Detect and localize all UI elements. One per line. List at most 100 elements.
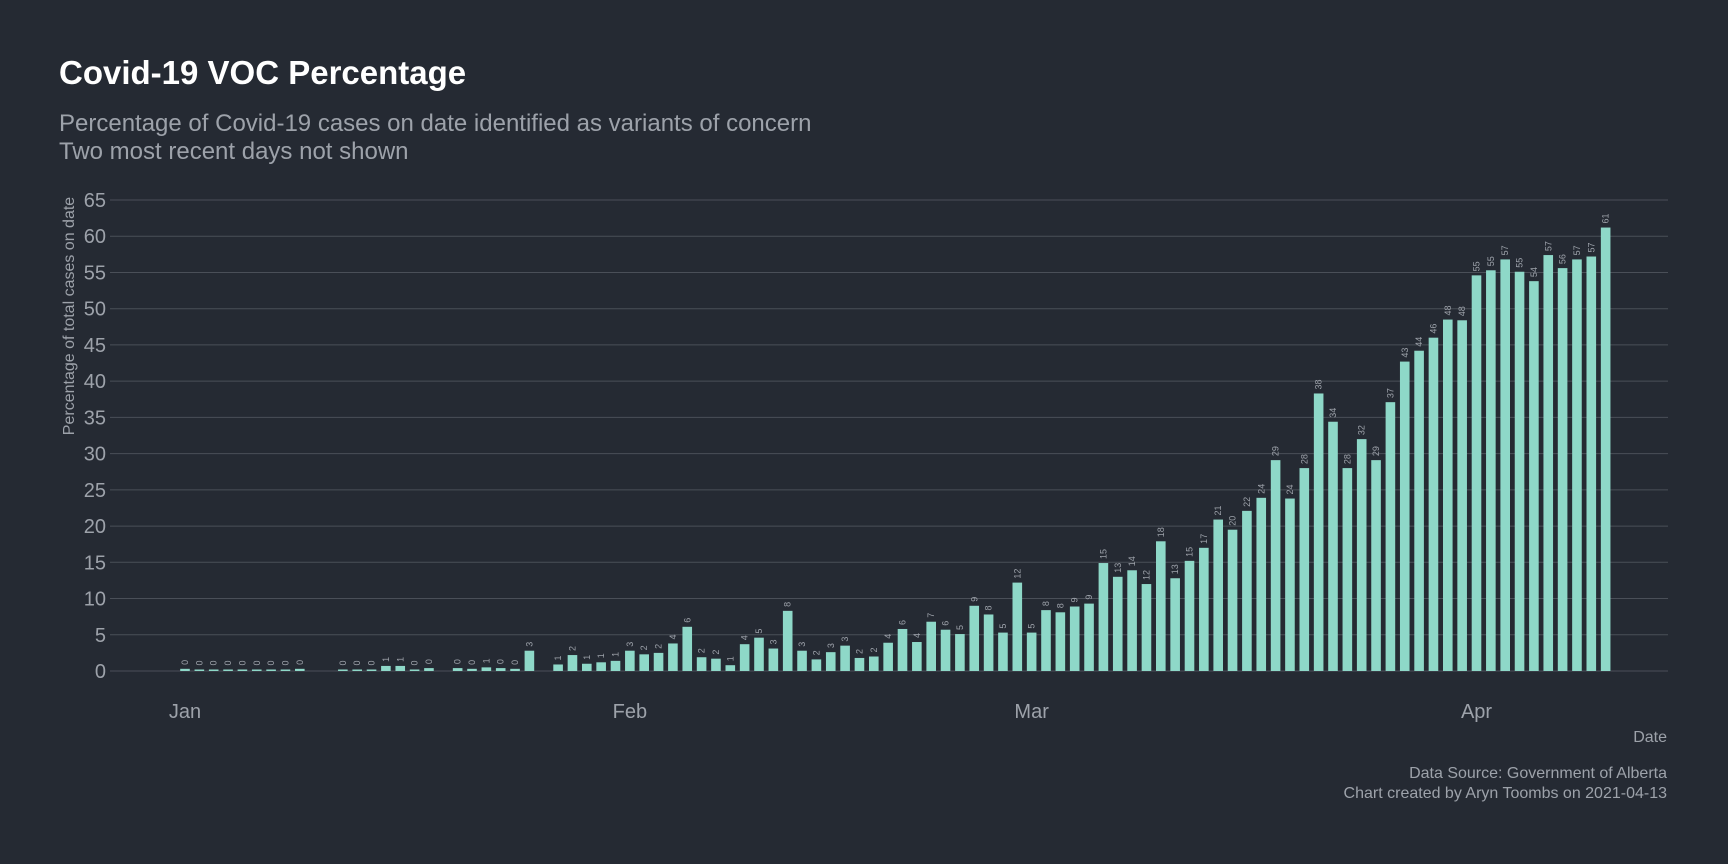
bar-value-label: 0 bbox=[352, 660, 362, 665]
bar-value-label: 57 bbox=[1543, 241, 1553, 251]
bar-value-label: 7 bbox=[926, 613, 936, 618]
bar bbox=[1414, 350, 1424, 671]
bar-value-label: 0 bbox=[252, 660, 262, 665]
bar bbox=[1199, 547, 1209, 671]
bar-value-label: 12 bbox=[1141, 570, 1151, 580]
bar-value-label: 2 bbox=[854, 649, 864, 654]
bar-value-label: 48 bbox=[1457, 306, 1467, 316]
bar bbox=[1055, 612, 1066, 671]
bar bbox=[1399, 361, 1410, 671]
bar-value-label: 20 bbox=[1228, 516, 1238, 526]
bar bbox=[811, 659, 822, 671]
bar bbox=[969, 605, 980, 671]
bar bbox=[682, 626, 693, 671]
bar-value-label: 24 bbox=[1256, 484, 1266, 494]
bar bbox=[1586, 256, 1597, 671]
bar bbox=[510, 668, 520, 671]
bar-value-label: 21 bbox=[1213, 506, 1223, 516]
x-tick-label: Feb bbox=[613, 701, 647, 723]
bar bbox=[1156, 541, 1166, 671]
bar bbox=[1285, 498, 1295, 671]
subtitle-line-2: Two most recent days not shown bbox=[59, 138, 409, 165]
bar-value-label: 14 bbox=[1127, 556, 1137, 566]
bar-value-label: 0 bbox=[180, 660, 190, 665]
y-tick-label: 5 bbox=[95, 625, 106, 647]
bar bbox=[711, 658, 721, 671]
bar bbox=[1313, 393, 1324, 671]
bar-value-label: 1 bbox=[725, 656, 735, 661]
y-tick-label: 30 bbox=[84, 444, 106, 466]
bar bbox=[1385, 402, 1396, 671]
bar-value-label: 46 bbox=[1428, 324, 1438, 334]
bar-value-label: 8 bbox=[1041, 601, 1051, 606]
bar bbox=[1299, 468, 1310, 671]
bar bbox=[366, 669, 377, 671]
bar bbox=[1213, 519, 1223, 671]
bar-value-label: 1 bbox=[596, 653, 606, 658]
subtitle-line-1: Percentage of Covid-19 cases on date ide… bbox=[59, 110, 812, 137]
bar bbox=[782, 610, 793, 671]
bar-value-label: 5 bbox=[754, 629, 764, 634]
bar-value-label: 0 bbox=[280, 660, 290, 665]
y-tick-label: 35 bbox=[84, 407, 106, 429]
bar-value-label: 0 bbox=[338, 660, 348, 665]
bar bbox=[1572, 259, 1582, 671]
chart-caption: Data Source: Government of Alberta Chart… bbox=[1344, 764, 1667, 804]
bar-value-label: 8 bbox=[783, 602, 793, 607]
bar-value-label: 12 bbox=[1012, 569, 1022, 579]
bar bbox=[840, 645, 850, 671]
bar-value-label: 1 bbox=[582, 655, 592, 660]
bar bbox=[940, 629, 951, 671]
bar-value-label: 29 bbox=[1371, 446, 1381, 456]
bar bbox=[409, 669, 420, 671]
x-tick-label: Apr bbox=[1461, 701, 1492, 723]
caption-credit: Chart created by Aryn Toombs on 2021-04-… bbox=[1343, 785, 1667, 802]
bar bbox=[797, 650, 807, 671]
bar bbox=[696, 657, 707, 671]
y-axis-ticks: 0 5 10 15 20 25 30 35 40 45 50 55 60 65 bbox=[84, 190, 106, 683]
bar-value-label: 6 bbox=[898, 620, 908, 625]
bar-value-label: 3 bbox=[840, 637, 850, 642]
bar-value-label: 2 bbox=[697, 648, 707, 653]
bar-value-label: 9 bbox=[1084, 595, 1094, 600]
bar-value-label: 0 bbox=[467, 660, 477, 665]
y-tick-label: 40 bbox=[84, 371, 106, 393]
bar bbox=[998, 632, 1008, 671]
bar bbox=[495, 668, 506, 671]
bar-value-label: 55 bbox=[1515, 258, 1525, 268]
y-tick-label: 55 bbox=[84, 262, 106, 284]
bar-value-label: 29 bbox=[1271, 446, 1281, 456]
bar-value-label: 8 bbox=[1055, 603, 1065, 608]
bar-value-label: 55 bbox=[1486, 256, 1496, 266]
bar bbox=[251, 669, 262, 671]
bar bbox=[754, 637, 764, 671]
bar-value-label: 28 bbox=[1342, 454, 1352, 464]
bar-value-label: 8 bbox=[984, 605, 994, 610]
bar-value-label: 0 bbox=[194, 660, 204, 665]
bar bbox=[352, 669, 362, 671]
bar-value-label: 1 bbox=[553, 655, 563, 660]
x-axis-label: Date bbox=[1633, 729, 1667, 746]
bar bbox=[481, 667, 492, 671]
bar bbox=[1084, 603, 1094, 671]
bar-value-label: 2 bbox=[811, 650, 821, 655]
bar-value-label: 0 bbox=[453, 659, 463, 664]
y-tick-label: 20 bbox=[84, 516, 106, 538]
y-tick-label: 65 bbox=[84, 190, 106, 212]
bar bbox=[1356, 439, 1367, 671]
y-tick-label: 0 bbox=[95, 661, 106, 683]
bar-value-label: 13 bbox=[1170, 564, 1180, 574]
bars bbox=[180, 227, 1611, 671]
bar bbox=[639, 654, 649, 671]
bar bbox=[610, 660, 621, 671]
bar bbox=[424, 668, 434, 671]
bar bbox=[1270, 460, 1281, 671]
bar bbox=[1428, 337, 1439, 671]
x-tick-label: Mar bbox=[1014, 701, 1049, 723]
bar bbox=[955, 634, 965, 671]
bar bbox=[1170, 578, 1180, 671]
caption-source: Data Source: Government of Alberta bbox=[1409, 765, 1667, 782]
bar bbox=[768, 648, 779, 671]
